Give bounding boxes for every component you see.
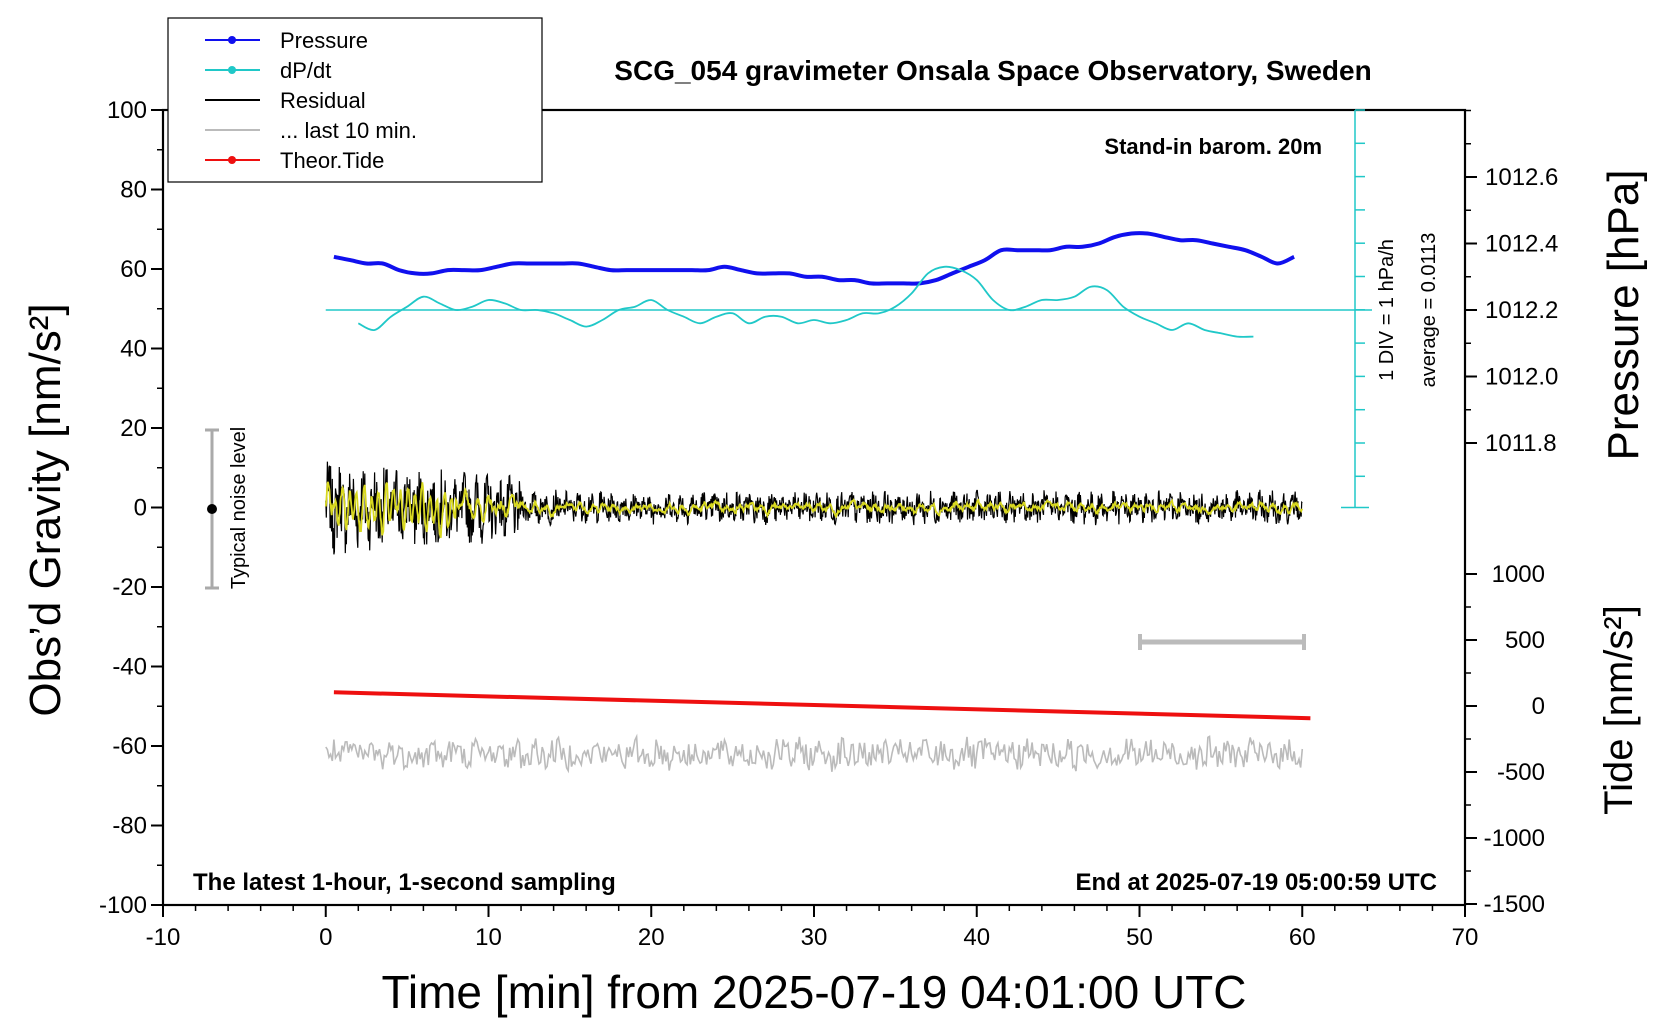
legend-label: Theor.Tide bbox=[280, 148, 384, 173]
pressure-tick-label: 1012.6 bbox=[1485, 164, 1558, 191]
x-tick-label: -10 bbox=[146, 924, 181, 951]
end-time-label: End at 2025-07-19 05:00:59 UTC bbox=[1076, 869, 1438, 896]
stand-in-label: Stand-in barom. 20m bbox=[1104, 134, 1322, 159]
y-axis-label-left: Obs’d Gravity [nm/s²] bbox=[21, 303, 70, 716]
x-tick-label: 50 bbox=[1126, 924, 1153, 951]
div-label: 1 DIV = 1 hPa/h bbox=[1376, 239, 1398, 381]
y-tick-label: -40 bbox=[112, 654, 147, 681]
y-tick-label: 40 bbox=[120, 336, 147, 363]
y-tick-label: -20 bbox=[112, 574, 147, 601]
tide-series-line bbox=[333, 690, 1311, 721]
legend-label: dP/dt bbox=[280, 58, 331, 83]
pressure-tick-label: 1012.2 bbox=[1485, 297, 1558, 324]
last-10-min-series-line bbox=[325, 733, 1304, 774]
residual-series-line bbox=[325, 461, 1303, 555]
noise-level-marker bbox=[205, 428, 219, 590]
x-tick-label: 70 bbox=[1452, 924, 1479, 951]
tide-tick-label: 500 bbox=[1505, 627, 1545, 654]
y-tick-label: -100 bbox=[99, 892, 147, 919]
legend-label: Pressure bbox=[280, 28, 368, 53]
average-label: average = 0.0113 bbox=[1418, 233, 1440, 388]
x-tick-label: 40 bbox=[963, 924, 990, 951]
pressure-tick-label: 1011.8 bbox=[1485, 430, 1557, 457]
y-tick-label: -60 bbox=[112, 733, 147, 760]
y-tick-label: 80 bbox=[120, 177, 147, 204]
x-axis-label: Time [min] from 2025-07-19 04:01:00 UTC bbox=[382, 966, 1247, 1018]
y-tick-label: 0 bbox=[134, 495, 147, 522]
legend-marker bbox=[228, 66, 236, 74]
noise-label: Typical noise level bbox=[228, 427, 250, 589]
pressure-tick-label: 1012.4 bbox=[1485, 231, 1558, 258]
dpdt-reference-line bbox=[325, 109, 1372, 509]
pressure-series-line bbox=[333, 231, 1295, 286]
latest-hour-label: The latest 1-hour, 1-second sampling bbox=[193, 869, 616, 896]
tide-tick-label: 1000 bbox=[1492, 561, 1545, 588]
legend: Pressure dP/dt Residual ... last 10 min. The… bbox=[167, 17, 543, 183]
x-tick-label: 60 bbox=[1289, 924, 1316, 951]
legend-label: Residual bbox=[280, 88, 366, 113]
y-tick-label: 60 bbox=[120, 256, 147, 283]
residual-smoothed-line bbox=[324, 481, 1304, 539]
dpdt-series-line bbox=[357, 265, 1254, 338]
x-tick-label: 10 bbox=[475, 924, 502, 951]
legend-marker bbox=[228, 36, 236, 44]
x-tick-label: 0 bbox=[319, 924, 332, 951]
legend-marker bbox=[228, 156, 236, 164]
y-tick-label: -80 bbox=[112, 813, 147, 840]
legend-label: ... last 10 min. bbox=[280, 118, 417, 143]
axis-ticks: -10 0 10 20 30 40 50 60 70100806040200-20-40-60-… bbox=[99, 97, 1558, 951]
pressure-axis-label: Pressure [hPa] bbox=[1599, 169, 1648, 460]
y-tick-label: 20 bbox=[120, 415, 147, 442]
tide-tick-label: -500 bbox=[1497, 759, 1545, 786]
x-tick-label: 20 bbox=[638, 924, 665, 951]
tide-tick-label: 0 bbox=[1532, 693, 1545, 720]
tide-tick-label: -1500 bbox=[1484, 891, 1545, 918]
series-layer bbox=[324, 231, 1311, 774]
tide-axis-label: Tide [nm/s²] bbox=[1597, 605, 1641, 815]
pressure-tick-label: 1012.0 bbox=[1485, 364, 1558, 391]
last-10-min-bar bbox=[1138, 634, 1306, 650]
chart-title: SCG_054 gravimeter Onsala Space Observat… bbox=[614, 55, 1371, 86]
x-tick-label: 30 bbox=[801, 924, 828, 951]
y-tick-label: 100 bbox=[107, 97, 147, 124]
tide-tick-label: -1000 bbox=[1484, 825, 1545, 852]
